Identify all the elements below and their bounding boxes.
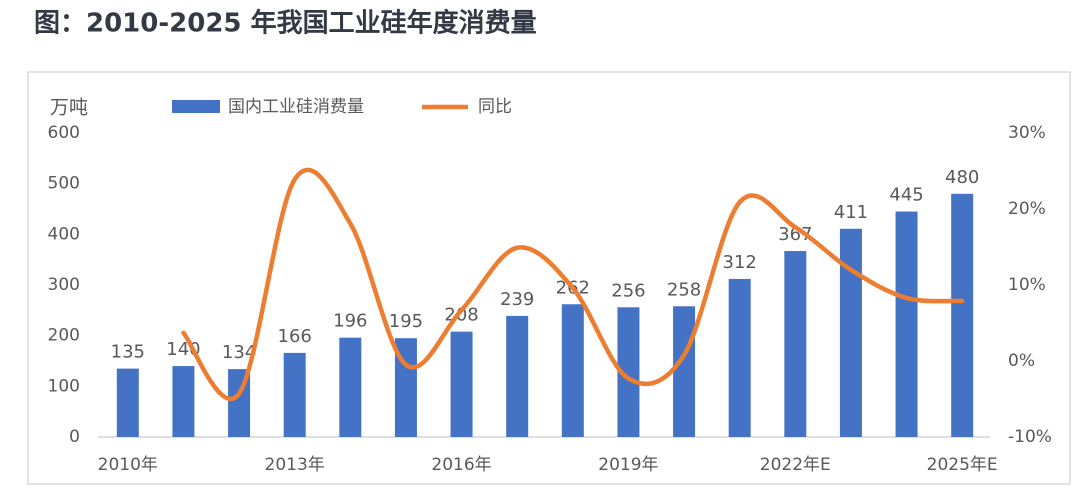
data-label: 135	[111, 342, 145, 363]
y-tick-label: 500	[48, 174, 80, 194]
data-label: 195	[389, 311, 423, 332]
x-tick-label: 2013年	[265, 455, 325, 475]
y2-tick-label: 20%	[1008, 199, 1046, 219]
x-tick-label: 2019年	[598, 455, 658, 475]
data-label: 312	[723, 252, 757, 273]
data-label: 166	[278, 326, 312, 347]
bar	[728, 278, 751, 437]
y-tick-label: 100	[48, 376, 80, 396]
bar	[617, 307, 640, 437]
y-axis-label: 万吨	[50, 97, 88, 119]
legend-label: 同比	[478, 97, 512, 117]
bar	[673, 306, 696, 437]
legend-swatch	[172, 100, 220, 113]
bar	[283, 352, 306, 437]
bar	[450, 331, 473, 437]
y2-tick-label: 30%	[1008, 123, 1046, 143]
data-label: 196	[333, 311, 367, 332]
x-tick-label: 2025年E	[927, 455, 998, 475]
data-label: 445	[889, 185, 923, 206]
data-label: 134	[222, 342, 256, 363]
y-tick-label: 300	[48, 275, 80, 295]
bar	[561, 304, 584, 437]
x-tick-label: 2010年	[98, 455, 158, 475]
bar	[784, 251, 807, 437]
data-label: 239	[500, 289, 534, 310]
y-tick-label: 400	[48, 224, 80, 244]
data-label: 367	[778, 224, 812, 245]
x-tick-label: 2022年E	[760, 455, 831, 475]
y-tick-label: 0	[69, 427, 80, 447]
bar	[506, 315, 529, 437]
data-label: 411	[834, 202, 868, 223]
bar	[172, 366, 195, 437]
bar	[116, 368, 139, 437]
y-tick-label: 200	[48, 326, 80, 346]
y2-tick-label: -10%	[1008, 427, 1052, 447]
bar	[895, 211, 918, 437]
bar	[951, 193, 974, 437]
chart-frame	[27, 71, 1071, 485]
legend-label: 国内工业硅消费量	[228, 97, 364, 117]
page-title: 图：2010-2025 年我国工业硅年度消费量	[34, 8, 537, 39]
data-label: 480	[945, 167, 979, 188]
data-label: 258	[667, 279, 701, 300]
y-tick-label: 600	[48, 123, 80, 143]
data-label: 256	[611, 280, 645, 301]
y2-tick-label: 0%	[1008, 351, 1035, 371]
x-tick-label: 2016年	[431, 455, 491, 475]
bar	[839, 228, 862, 437]
y2-tick-label: 10%	[1008, 275, 1046, 295]
line	[181, 167, 965, 401]
bar	[339, 337, 362, 437]
bar	[394, 338, 417, 437]
